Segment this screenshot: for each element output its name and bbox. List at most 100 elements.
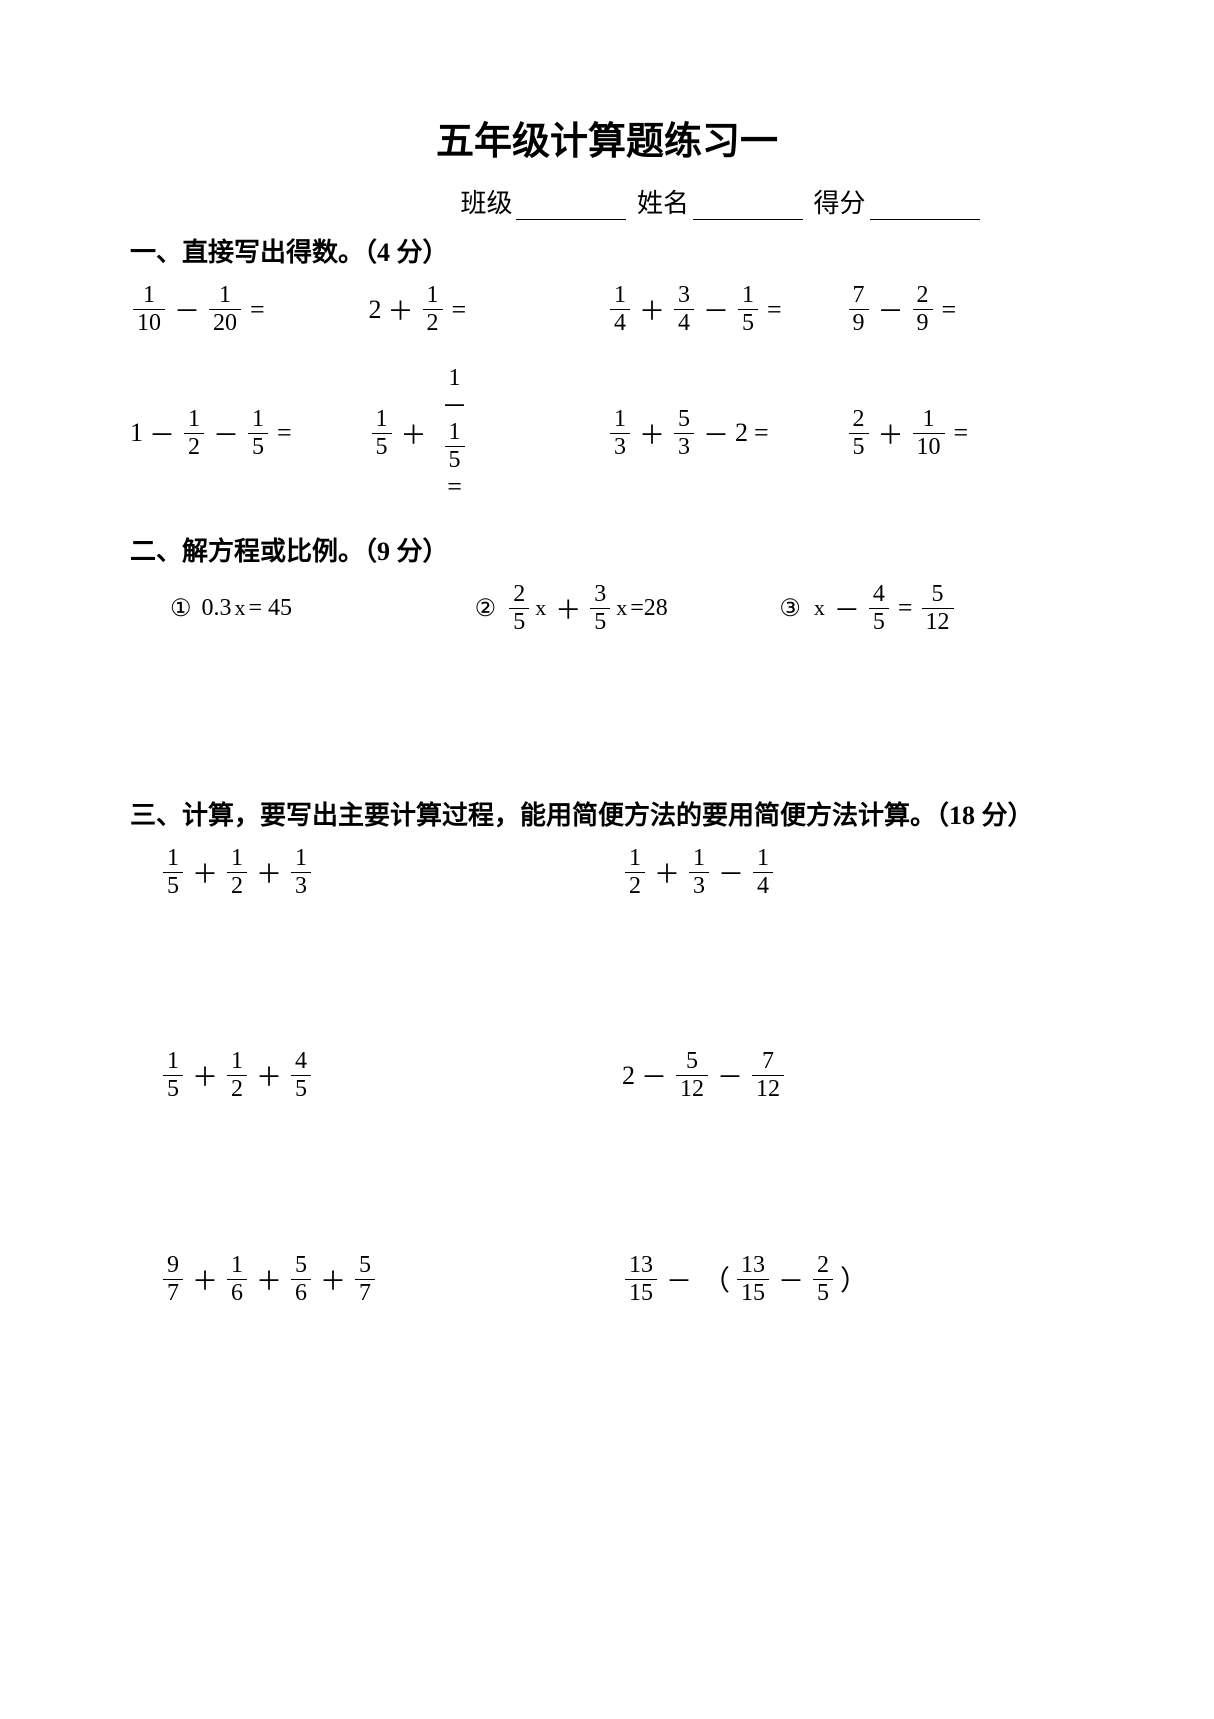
equals-rhs: =28 [630, 595, 668, 622]
s3-r1-p1: 15 ＋ 12 ＋ 13 [160, 846, 622, 899]
minus-op: － [772, 1261, 810, 1298]
fraction: 13 [291, 846, 311, 899]
s2-row: ① 0.3 x = 45 ② 25 x ＋ 35 x =28 ③ x － 45 … [130, 582, 1084, 635]
fraction: 12 [625, 846, 645, 899]
plus-op: ＋ [250, 1261, 288, 1298]
variable-x: x [532, 595, 549, 621]
problem-number-3: ③ [779, 594, 801, 623]
s1-r1-p1: 110 － 120 = [130, 283, 369, 336]
fraction: 512 [676, 1049, 708, 1102]
plus-op: ＋ [633, 291, 671, 328]
minus-op: － [711, 1057, 749, 1094]
class-label: 班级 [460, 189, 512, 218]
s2-p1: ① 0.3 x = 45 [170, 594, 475, 623]
s3-r3-p2: 1315 － （ 1315 － 25 ） [622, 1253, 1084, 1306]
plus-op: ＋ [186, 854, 224, 891]
class-blank[interactable] [516, 193, 626, 220]
s1-r1-p2: 2 ＋ 12 = [369, 283, 608, 336]
plus-op: ＋ [186, 1261, 224, 1298]
worksheet-page: 五年级计算题练习一 班级 姓名 得分 一、直接写出得数。（4 分） 110 － … [0, 0, 1214, 1719]
whole-number: 2 [735, 418, 748, 448]
fraction: 14 [610, 283, 630, 336]
right-paren: ） [836, 1259, 872, 1299]
s1-r2-p2: 15 ＋ 1 － 15 = [369, 366, 608, 500]
minus-op: － [697, 291, 735, 328]
page-title: 五年级计算题练习一 [130, 110, 1084, 165]
fraction: 1 － 15 = [436, 366, 474, 500]
s1-r2-p4: 25 ＋ 110 = [846, 407, 1085, 460]
score-label: 得分 [814, 189, 866, 218]
plus-op: ＋ [250, 854, 288, 891]
minus-op: － [168, 291, 206, 328]
fraction: 45 [291, 1049, 311, 1102]
variable-x: x [613, 595, 630, 621]
problem-number-2: ② [475, 594, 497, 623]
minus-op: － [207, 415, 245, 452]
variable-x: x [232, 595, 249, 621]
fraction: 120 [209, 283, 241, 336]
equals: = [748, 418, 775, 448]
minus-op: － [697, 415, 735, 452]
fraction: 34 [674, 283, 694, 336]
student-info-line: 班级 姓名 得分 [130, 183, 1084, 220]
fraction: 45 [869, 582, 889, 635]
equals: = [244, 295, 271, 325]
equals: = [892, 593, 919, 623]
s1-r2-p1: 1 － 12 － 15 = [130, 407, 369, 460]
fraction: 110 [913, 407, 945, 460]
name-label: 姓名 [637, 189, 689, 218]
fraction: 15 [738, 283, 758, 336]
fraction: 25 [849, 407, 869, 460]
fraction: 25 [813, 1253, 833, 1306]
plus-op: ＋ [382, 291, 420, 328]
s1-r1-p3: 14 ＋ 34 － 15 = [607, 283, 846, 336]
coefficient: 0.3 [202, 595, 232, 622]
fraction: 57 [355, 1253, 375, 1306]
section-3-heading: 三、计算，要写出主要计算过程，能用简便方法的要用简便方法计算。（18 分） [130, 795, 1084, 832]
minus-op: － [872, 291, 910, 328]
fraction: 15 [372, 407, 392, 460]
plus-op: ＋ [250, 1057, 288, 1094]
s2-p2: ② 25 x ＋ 35 x =28 [475, 582, 780, 635]
fraction: 15 [163, 1049, 183, 1102]
fraction: 97 [163, 1253, 183, 1306]
fraction: 15 [445, 420, 465, 473]
s1-row-2: 1 － 12 － 15 = 15 ＋ 1 － 15 = 13 ＋ 53 － 2 … [130, 366, 1084, 500]
name-blank[interactable] [693, 193, 803, 220]
minus-op: － [143, 415, 181, 452]
fraction: 35 [590, 582, 610, 635]
plus-op: ＋ [186, 1057, 224, 1094]
fraction: 16 [227, 1253, 247, 1306]
fraction: 1315 [625, 1253, 657, 1306]
fraction: 13 [689, 846, 709, 899]
fraction: 15 [248, 407, 268, 460]
s3-r2-p1: 15 ＋ 12 ＋ 45 [160, 1049, 622, 1102]
fraction: 79 [849, 283, 869, 336]
fraction: 110 [133, 283, 165, 336]
equals: = [446, 295, 473, 325]
equals-rhs: = 45 [249, 595, 293, 622]
equals: = [948, 418, 975, 448]
fraction: 12 [227, 1049, 247, 1102]
s3-r2-p2: 2 － 512 － 712 [622, 1049, 1084, 1102]
s1-r2-p3: 13 ＋ 53 － 2 = [607, 407, 846, 460]
plus-op: ＋ [395, 415, 433, 452]
whole-number: 2 [369, 295, 382, 325]
fraction: 14 [753, 846, 773, 899]
plus-op: ＋ [314, 1261, 352, 1298]
plus-op: ＋ [633, 415, 671, 452]
s2-p3: ③ x － 45 = 512 [779, 582, 1084, 635]
score-blank[interactable] [870, 193, 980, 220]
variable-x: x [811, 595, 828, 621]
left-paren: （ [698, 1259, 734, 1299]
plus-op: ＋ [872, 415, 910, 452]
fraction: 712 [752, 1049, 784, 1102]
s3-r3-p1: 97 ＋ 16 ＋ 56 ＋ 57 [160, 1253, 622, 1306]
fraction: 1315 [737, 1253, 769, 1306]
whole-number: 1 [130, 418, 143, 448]
s3-row-3: 97 ＋ 16 ＋ 56 ＋ 57 1315 － （ 1315 － 25 ） [130, 1253, 1084, 1306]
fraction: 12 [423, 283, 443, 336]
fraction: 53 [674, 407, 694, 460]
plus-op: ＋ [648, 854, 686, 891]
problem-number-1: ① [170, 594, 192, 623]
